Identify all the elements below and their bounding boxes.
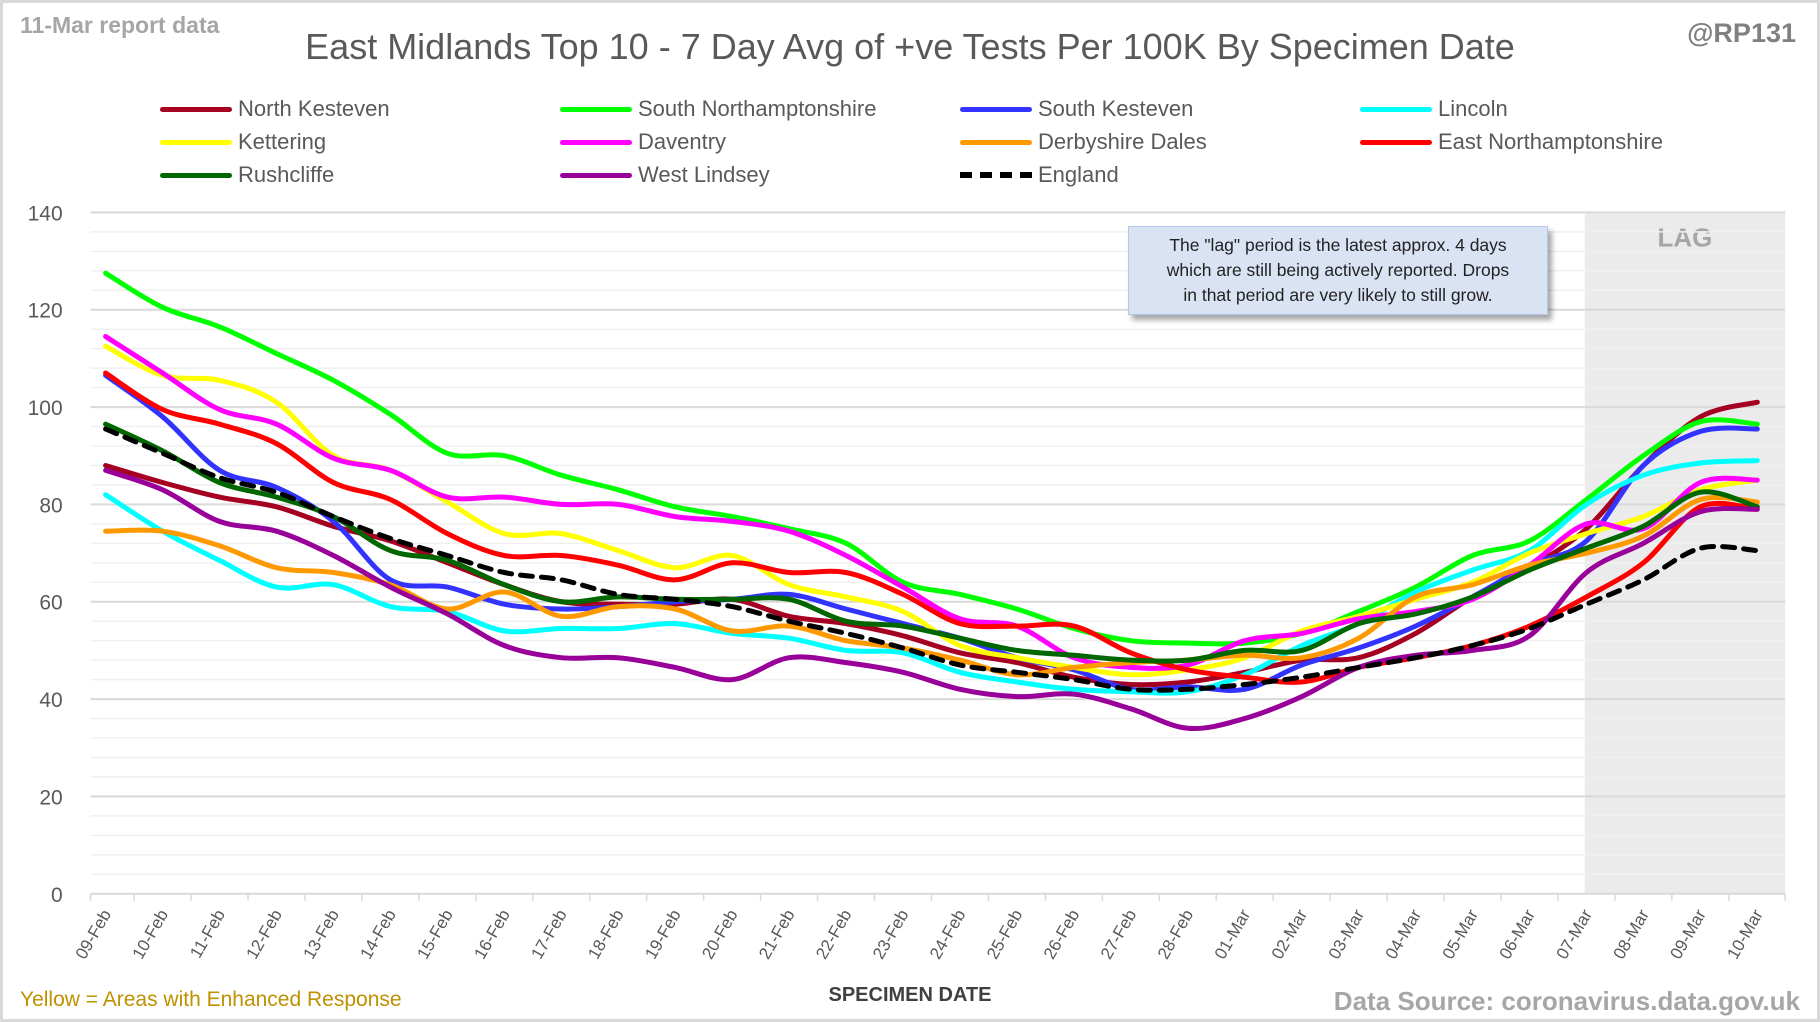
x-tick-label: 19-Feb xyxy=(641,906,684,962)
legend-label: Rushcliffe xyxy=(238,162,335,187)
x-tick-label: 21-Feb xyxy=(755,906,798,962)
lag-label: LAG xyxy=(1658,222,1713,252)
x-tick-label: 12-Feb xyxy=(243,906,286,962)
data-source-label: Data Source: coronavirus.data.gov.uk xyxy=(1333,986,1800,1016)
legend-swatch xyxy=(160,106,232,112)
y-tick-label: 120 xyxy=(28,300,63,323)
series-lines xyxy=(103,270,1760,732)
y-tick-label: 60 xyxy=(39,592,62,615)
x-tick-label: 10-Mar xyxy=(1723,906,1767,962)
x-tick-label: 25-Feb xyxy=(983,906,1026,962)
y-tick-label: 140 xyxy=(28,202,63,225)
x-tick-label: 13-Feb xyxy=(300,906,343,962)
series-line-rushcliffe xyxy=(103,421,1760,664)
x-tick-label: 15-Feb xyxy=(413,906,456,962)
author-handle: @RP131 xyxy=(1687,18,1796,48)
x-tick-label: 20-Feb xyxy=(698,906,741,962)
enhanced-response-note: Yellow = Areas with Enhanced Response xyxy=(20,988,402,1011)
legend-swatch xyxy=(160,139,232,145)
legend-label: Lincoln xyxy=(1438,96,1508,121)
legend-label: South Kesteven xyxy=(1038,96,1194,121)
legend-label: Daventry xyxy=(638,129,727,154)
series-line-kettering xyxy=(103,343,1760,678)
y-tick-label: 80 xyxy=(39,494,62,517)
legend-item: South Kesteven xyxy=(960,96,1193,122)
legend-swatch xyxy=(960,139,1032,145)
legend-label: Kettering xyxy=(238,129,327,154)
legend-item: South Northamptonshire xyxy=(560,96,876,122)
y-tick-label: 40 xyxy=(39,689,62,712)
legend-swatch xyxy=(1360,106,1432,112)
legend-label: Derbyshire Dales xyxy=(1038,129,1207,154)
x-tick-label: 14-Feb xyxy=(356,906,399,962)
chart-title: East Midlands Top 10 - 7 Day Avg of +ve … xyxy=(305,26,1515,67)
legend-item: Derbyshire Dales xyxy=(960,129,1207,155)
legend-swatch xyxy=(1360,139,1432,145)
x-tick-label: 04-Mar xyxy=(1382,906,1426,962)
x-tick-label: 23-Feb xyxy=(869,906,912,962)
x-tick-label: 02-Mar xyxy=(1268,906,1312,962)
series-line-south-northamptonshire xyxy=(103,270,1760,647)
y-tick-label: 100 xyxy=(28,397,63,420)
x-tick-label: 10-Feb xyxy=(129,906,172,962)
legend-item: Kettering xyxy=(160,129,326,155)
legend-swatch xyxy=(560,139,632,145)
x-tick-label: 09-Feb xyxy=(72,906,115,962)
legend-swatch xyxy=(560,172,632,178)
legend-swatch xyxy=(160,172,232,178)
y-tick-label: 20 xyxy=(39,786,62,809)
legend-item: England xyxy=(960,162,1119,188)
x-tick-label: 17-Feb xyxy=(527,906,570,962)
x-tick-label: 22-Feb xyxy=(812,906,855,962)
x-tick-label: 16-Feb xyxy=(470,906,513,962)
legend-item: West Lindsey xyxy=(560,162,770,188)
legend-item: East Northamptonshire xyxy=(1360,129,1663,155)
report-date-label: 11-Mar report data xyxy=(20,12,220,38)
legend-label: South Northamptonshire xyxy=(638,96,877,121)
x-axis-title: SPECIMEN DATE xyxy=(828,984,992,1006)
x-tick-label: 24-Feb xyxy=(926,906,969,962)
series-line-daventry xyxy=(103,334,1760,671)
x-tick-label: 03-Mar xyxy=(1325,906,1369,962)
legend-item: Rushcliffe xyxy=(160,162,334,188)
x-tick-label: 26-Feb xyxy=(1040,906,1083,962)
x-tick-label: 09-Mar xyxy=(1666,906,1710,962)
legend-item: Lincoln xyxy=(1360,96,1508,122)
x-tick-label: 27-Feb xyxy=(1097,906,1140,962)
lag-explanation-note: The "lag" period is the latest approx. 4… xyxy=(1128,226,1548,315)
note-line: which are still being actively reported.… xyxy=(1166,260,1510,280)
x-tick-label: 11-Feb xyxy=(186,906,229,961)
series-line-lincoln xyxy=(103,458,1760,696)
legend-swatch xyxy=(560,106,632,112)
legend-label: North Kesteven xyxy=(238,96,390,121)
x-tick-label: 18-Feb xyxy=(584,906,627,962)
x-tick-label: 07-Mar xyxy=(1553,906,1597,962)
x-tick-label: 01-Mar xyxy=(1211,906,1255,962)
legend-swatch xyxy=(960,106,1032,112)
legend-label: West Lindsey xyxy=(638,162,770,187)
legend-swatch xyxy=(960,172,1032,178)
legend-label: England xyxy=(1038,162,1119,187)
y-tick-label: 0 xyxy=(51,884,63,907)
x-tick-label: 06-Mar xyxy=(1496,906,1540,962)
series-line-england xyxy=(103,426,1760,693)
x-tick-label: 28-Feb xyxy=(1154,906,1197,962)
legend-item: Daventry xyxy=(560,129,726,155)
note-line: in that period are very likely to still … xyxy=(1183,285,1493,305)
series-line-west-lindsey xyxy=(103,467,1760,732)
note-line: The "lag" period is the latest approx. 4… xyxy=(1169,235,1507,255)
x-tick-label: 08-Mar xyxy=(1609,906,1653,962)
legend-item: North Kesteven xyxy=(160,96,390,122)
x-tick-label: 05-Mar xyxy=(1439,906,1483,962)
legend-label: East Northamptonshire xyxy=(1438,129,1663,154)
